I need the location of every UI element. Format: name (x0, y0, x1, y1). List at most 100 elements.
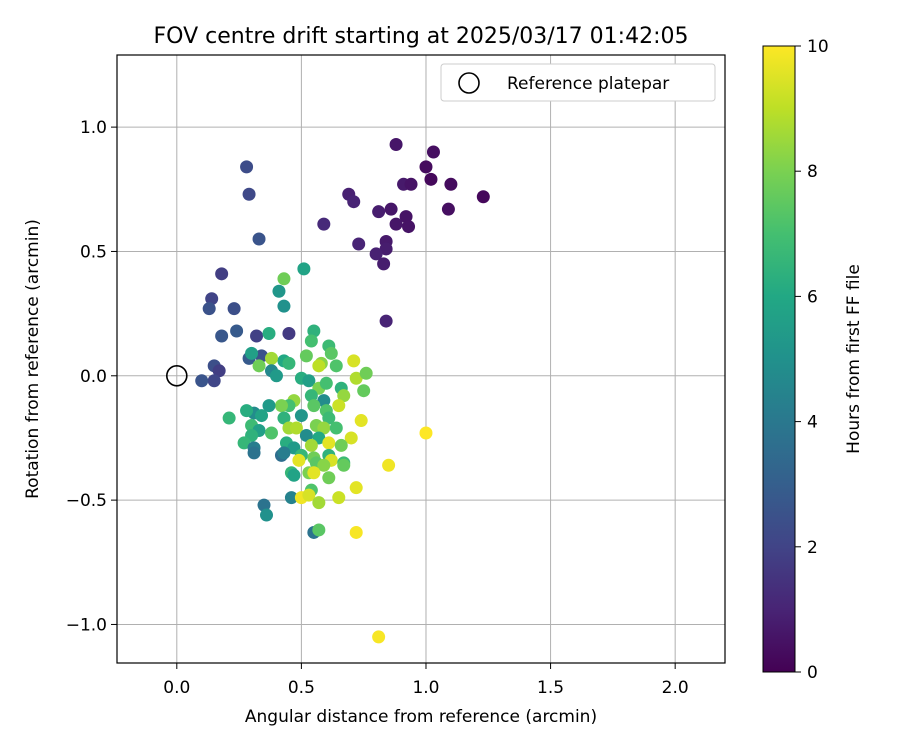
data-point (317, 421, 331, 435)
data-point (282, 327, 296, 341)
data-point (476, 190, 490, 204)
data-point (402, 220, 416, 234)
data-point (352, 237, 366, 251)
y-tick-label: 0.5 (80, 242, 107, 262)
data-point (215, 267, 229, 281)
data-point (324, 346, 338, 360)
data-point (289, 421, 303, 435)
data-point (354, 414, 368, 428)
data-point (257, 498, 271, 512)
data-point (349, 481, 363, 495)
data-point (349, 525, 363, 539)
data-point (359, 366, 373, 380)
y-tick-label: 1.0 (80, 118, 107, 138)
data-point (294, 409, 308, 423)
y-tick-label: 0.0 (80, 367, 107, 387)
legend-box (440, 63, 716, 102)
data-point (344, 431, 358, 445)
x-axis-ticks: 0.0 0.5 1.0 1.5 2.0 (163, 663, 689, 698)
data-point (255, 409, 269, 423)
data-point (302, 488, 316, 502)
data-point (389, 217, 403, 231)
data-point (419, 426, 433, 440)
data-point (277, 272, 291, 286)
data-point (242, 187, 256, 201)
data-point (227, 302, 241, 316)
data-point (282, 356, 296, 370)
colorbar-gradient (762, 45, 796, 673)
grid-lines (117, 55, 725, 663)
data-point (322, 471, 336, 485)
data-point (240, 160, 254, 174)
data-point (277, 299, 291, 313)
data-point (212, 364, 226, 378)
data-point (307, 324, 321, 338)
x-tick-label: 0.0 (163, 678, 190, 698)
colorbar-label: Hours from first FF file (844, 264, 864, 454)
data-point (245, 346, 259, 360)
data-point (444, 177, 458, 191)
data-point (252, 232, 266, 246)
data-point (384, 202, 398, 216)
data-point (312, 496, 326, 510)
legend: Reference platepar (440, 63, 716, 102)
data-point (299, 349, 313, 363)
data-point (264, 351, 278, 365)
data-point (222, 411, 236, 425)
data-point (317, 394, 331, 408)
data-point (372, 630, 386, 644)
data-point (287, 468, 301, 482)
data-point (255, 349, 269, 363)
data-point (329, 421, 343, 435)
data-point (237, 436, 251, 450)
data-point (329, 359, 343, 373)
data-point (207, 374, 221, 388)
data-point (269, 369, 283, 383)
data-point (424, 172, 438, 186)
data-point (379, 242, 393, 256)
data-point (337, 458, 351, 472)
colorbar-tick-label: 4 (807, 413, 818, 433)
data-point (357, 384, 371, 398)
data-point (205, 292, 219, 306)
data-point (240, 404, 254, 418)
data-point (272, 284, 286, 298)
data-point (334, 438, 348, 452)
data-point (379, 314, 393, 328)
data-point (349, 371, 363, 385)
data-point (312, 523, 326, 537)
data-point (441, 202, 455, 216)
legend-reference-label: Reference platepar (507, 74, 669, 94)
chart-title: FOV centre drift starting at 2025/03/17 … (154, 24, 689, 49)
legend-reference-icon (458, 72, 480, 94)
data-point (252, 359, 266, 373)
data-point (307, 466, 321, 480)
data-point (369, 247, 383, 261)
data-point (337, 389, 351, 403)
data-point (419, 160, 433, 174)
data-point (277, 446, 291, 460)
colorbar-tick-label: 0 (807, 663, 818, 683)
x-tick-label: 0.5 (288, 678, 315, 698)
data-point (299, 428, 313, 442)
x-tick-label: 1.5 (537, 678, 564, 698)
data-point (347, 354, 361, 368)
x-tick-label: 2.0 (662, 678, 689, 698)
data-point (277, 411, 291, 425)
data-point (202, 302, 216, 316)
data-point (322, 411, 336, 425)
data-point (262, 399, 276, 413)
colorbar: 0 2 4 6 8 10 Hours from first FF file (762, 37, 864, 683)
colorbar-tick-label: 10 (807, 37, 829, 57)
colorbar-tick-label: 8 (807, 162, 818, 182)
data-point (260, 508, 274, 522)
reference-marker (166, 364, 188, 387)
data-point (292, 453, 306, 467)
data-point (319, 376, 333, 390)
data-point (230, 324, 244, 338)
y-axis-ticks: −1.0 −0.5 0.0 0.5 1.0 (66, 118, 117, 635)
x-tick-label: 1.0 (412, 678, 439, 698)
data-point (262, 327, 276, 341)
data-point (195, 374, 209, 388)
